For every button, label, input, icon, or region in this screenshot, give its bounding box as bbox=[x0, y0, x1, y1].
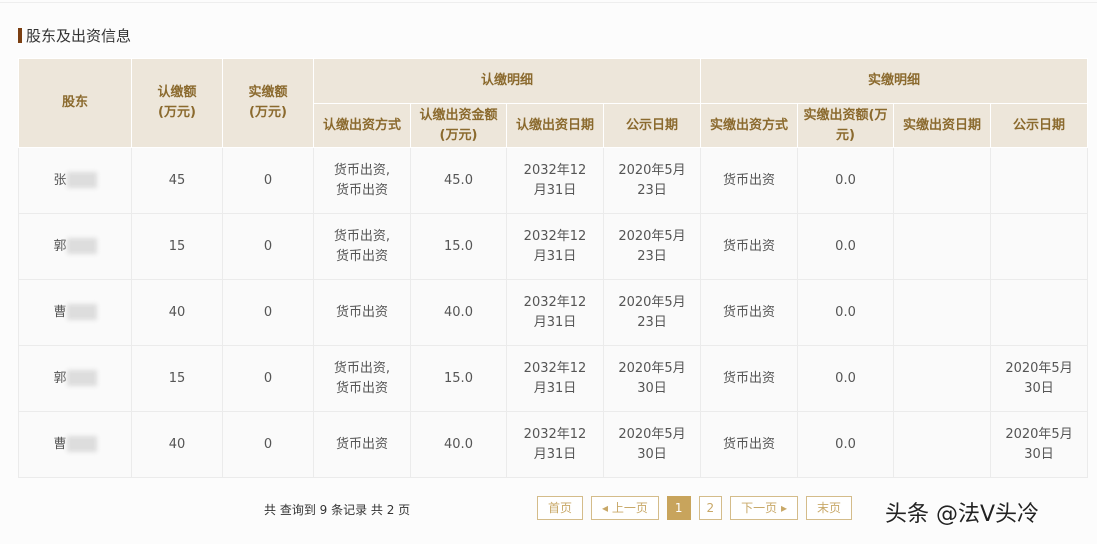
watermark: 头条 @法V头冷 bbox=[885, 502, 1040, 527]
cell-paid-date bbox=[893, 345, 992, 412]
cell-name: 曹 bbox=[18, 279, 132, 346]
header-shareholder: 股东 bbox=[18, 58, 132, 148]
prev-page-button[interactable]: ◂ 上一页 bbox=[591, 496, 659, 520]
cell-sub-amount: 40.0 bbox=[410, 279, 507, 346]
cell-sub-method: 货币出资, 货币出资 bbox=[313, 213, 411, 280]
cell-subscribed: 45 bbox=[131, 147, 223, 214]
shareholder-table: 股东 认缴额 (万元) 实缴额 (万元) 认缴明细 实缴明细 认缴出资方式 认缴出… bbox=[18, 58, 1089, 478]
table-row: 张 45 0 货币出资, 货币出资 45.0 2032年12 月31日 2020年5月 23… bbox=[18, 147, 1089, 214]
cell-name: 郭 bbox=[18, 345, 132, 412]
cell-sub-pub: 2020年5月 23日 bbox=[602, 147, 702, 214]
table-row: 曹 40 0 货币出资 40.0 2032年12 月31日 2020年5月 30日 货币出资 0… bbox=[18, 411, 1089, 478]
cell-paid-date bbox=[893, 279, 992, 346]
cell-paid: 0 bbox=[222, 279, 314, 346]
cell-sub-amount: 15.0 bbox=[410, 345, 507, 412]
cell-sub-date: 2032年12 月31日 bbox=[506, 345, 604, 412]
cell-name: 曹 bbox=[18, 411, 132, 478]
top-divider bbox=[0, 2, 1097, 3]
record-count: 共 查询到 9 条记录 共 2 页 bbox=[264, 503, 411, 517]
cell-paid-amount: 0.0 bbox=[797, 411, 895, 478]
pagination: 首页 ◂ 上一页 1 2 下一页 ▸ 末页 bbox=[537, 496, 852, 520]
section-title: 股东及出资信息 bbox=[18, 25, 131, 46]
cell-paid-pub bbox=[990, 213, 1089, 280]
cell-sub-pub: 2020年5月 30日 bbox=[602, 345, 702, 412]
cell-paid-pub: 2020年5月 30日 bbox=[990, 411, 1089, 478]
next-page-button[interactable]: 下一页 ▸ bbox=[730, 496, 798, 520]
cell-sub-method: 货币出资, 货币出资 bbox=[313, 147, 411, 214]
cell-name: 郭 bbox=[18, 213, 132, 280]
cell-sub-amount: 15.0 bbox=[410, 213, 507, 280]
shareholder-name: 郭 bbox=[53, 238, 67, 254]
cell-sub-method: 货币出资 bbox=[313, 411, 411, 478]
cell-paid-date bbox=[893, 147, 992, 214]
cell-paid-method: 货币出资 bbox=[700, 279, 799, 346]
cell-name: 张 bbox=[18, 147, 132, 214]
cell-paid: 0 bbox=[222, 147, 314, 214]
shareholder-name: 张 bbox=[53, 172, 67, 188]
header-paid: 实缴额 (万元) bbox=[222, 58, 314, 148]
table-row: 郭 15 0 货币出资, 货币出资 15.0 2032年12 月31日 2020年5月 23… bbox=[18, 213, 1089, 280]
header-sub-detail: 认缴明细 bbox=[312, 58, 702, 104]
cell-subscribed: 15 bbox=[131, 345, 223, 412]
cell-paid-pub bbox=[990, 147, 1089, 214]
cell-sub-pub: 2020年5月 23日 bbox=[602, 279, 702, 346]
cell-paid-amount: 0.0 bbox=[797, 279, 895, 346]
header-subscribed: 认缴额 (万元) bbox=[131, 58, 223, 148]
header-sub-col: 认缴出资日期 bbox=[506, 103, 604, 148]
redacted-blur bbox=[66, 238, 97, 254]
shareholder-name: 曹 bbox=[53, 436, 67, 452]
cell-paid-method: 货币出资 bbox=[700, 411, 799, 478]
cell-sub-date: 2032年12 月31日 bbox=[506, 411, 604, 478]
shareholder-name: 曹 bbox=[53, 304, 67, 320]
first-page-button[interactable]: 首页 bbox=[537, 496, 584, 520]
redacted-blur bbox=[66, 304, 97, 320]
header-paid-col: 实缴出资日期 bbox=[893, 103, 992, 148]
title-marker bbox=[18, 28, 22, 43]
last-page-button[interactable]: 末页 bbox=[805, 496, 852, 520]
header-paid-detail: 实缴明细 bbox=[700, 58, 1089, 104]
header-sub-col: 公示日期 bbox=[602, 103, 702, 148]
cell-paid-amount: 0.0 bbox=[797, 213, 895, 280]
cell-paid-date bbox=[893, 411, 992, 478]
cell-paid-date bbox=[893, 213, 992, 280]
cell-sub-date: 2032年12 月31日 bbox=[506, 279, 604, 346]
header-paid-col: 实缴出资方式 bbox=[700, 103, 799, 148]
cell-paid: 0 bbox=[222, 213, 314, 280]
header-sub-col: 认缴出资方式 bbox=[313, 103, 411, 148]
cell-paid-pub: 2020年5月 30日 bbox=[990, 345, 1089, 412]
cell-paid: 0 bbox=[222, 345, 314, 412]
cell-paid-method: 货币出资 bbox=[700, 213, 799, 280]
cell-sub-amount: 45.0 bbox=[410, 147, 507, 214]
cell-sub-method: 货币出资, 货币出资 bbox=[313, 345, 411, 412]
cell-paid-pub bbox=[990, 279, 1089, 346]
shareholder-name: 郭 bbox=[53, 370, 67, 386]
cell-paid-method: 货币出资 bbox=[700, 147, 799, 214]
cell-paid-amount: 0.0 bbox=[797, 147, 895, 214]
page-2-button[interactable]: 2 bbox=[698, 496, 723, 520]
header-paid-col: 公示日期 bbox=[990, 103, 1089, 148]
cell-sub-method: 货币出资 bbox=[313, 279, 411, 346]
cell-sub-pub: 2020年5月 30日 bbox=[602, 411, 702, 478]
cell-subscribed: 40 bbox=[131, 411, 223, 478]
cell-paid: 0 bbox=[222, 411, 314, 478]
redacted-blur bbox=[66, 370, 97, 386]
cell-subscribed: 15 bbox=[131, 213, 223, 280]
cell-sub-amount: 40.0 bbox=[410, 411, 507, 478]
header-sub-col: 认缴出资金额(万元) bbox=[410, 103, 507, 148]
section-title-text: 股东及出资信息 bbox=[26, 27, 132, 45]
redacted-blur bbox=[66, 436, 97, 452]
table-row: 郭 15 0 货币出资, 货币出资 15.0 2032年12 月31日 2020年5月 30… bbox=[18, 345, 1089, 412]
page-1-button[interactable]: 1 bbox=[666, 496, 691, 520]
cell-paid-method: 货币出资 bbox=[700, 345, 799, 412]
table-row: 曹 40 0 货币出资 40.0 2032年12 月31日 2020年5月 23日 货币出资 0… bbox=[18, 279, 1089, 346]
header-paid-col: 实缴出资额(万元) bbox=[797, 103, 895, 148]
cell-paid-amount: 0.0 bbox=[797, 345, 895, 412]
cell-sub-date: 2032年12 月31日 bbox=[506, 147, 604, 214]
cell-sub-date: 2032年12 月31日 bbox=[506, 213, 604, 280]
redacted-blur bbox=[66, 172, 97, 188]
cell-sub-pub: 2020年5月 23日 bbox=[602, 213, 702, 280]
cell-subscribed: 40 bbox=[131, 279, 223, 346]
